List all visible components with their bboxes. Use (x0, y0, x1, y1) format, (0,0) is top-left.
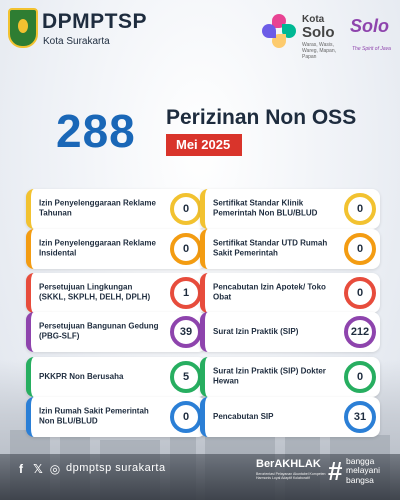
period-badge: Mei 2025 (166, 134, 242, 156)
permit-card-count: 0 (344, 193, 376, 225)
permit-card-count: 31 (344, 401, 376, 433)
permit-card-label: Persetujuan Lingkungan (SKKL, SKPLH, DEL… (39, 282, 151, 302)
facebook-icon[interactable]: f (19, 462, 23, 476)
berakhlak-tagline: Berorientasi Pelayanan Akuntabel Kompete… (256, 472, 326, 480)
permit-card: Izin Penyelenggaraan Reklame Insidental 0 (26, 229, 206, 269)
permit-card: PKKPR Non Berusaha 5 (26, 357, 206, 397)
permit-card: Surat Izin Praktik (SIP) Dokter Hewan 0 (200, 357, 380, 397)
footer-bar (0, 454, 400, 500)
bangga-line-2: melayani (346, 465, 381, 476)
permit-card-label: Izin Penyelenggaraan Reklame Insidental (39, 238, 156, 258)
bangga-melayani-bangsa-logo: bangga melayani bangsa (346, 456, 381, 485)
permit-card-count: 212 (344, 316, 376, 348)
permit-card: Izin Penyelenggaraan Reklame Tahunan 0 (26, 189, 206, 229)
permit-card: Sertifikat Standar UTD Rumah Sakit Pemer… (200, 229, 380, 269)
permit-card-count: 0 (170, 233, 202, 265)
bangga-line-1: bangga (346, 456, 375, 466)
total-count: 288 (56, 105, 136, 157)
permit-card-count: 0 (344, 233, 376, 265)
kota-label: Kota (302, 14, 325, 25)
bangga-hash-icon: # (328, 456, 343, 486)
permit-card-count: 5 (170, 361, 202, 393)
solo-script-logo: Solo (350, 16, 389, 36)
permit-card: Persetujuan Lingkungan (SKKL, SKPLH, DEL… (26, 273, 206, 313)
permit-card-label: Sertifikat Standar UTD Rumah Sakit Pemer… (213, 238, 328, 258)
permit-card-label: PKKPR Non Berusaha (39, 371, 124, 381)
social-handle[interactable]: dpmptsp surakarta (66, 462, 166, 474)
permit-card: Pencabutan Izin Apotek/ Toko Obat 0 (200, 273, 380, 313)
kota-solo-tagline: Waras, Wasis, Wareg, Mapan, Papan (302, 42, 336, 60)
permit-card: Izin Rumah Sakit Pemerintah Non BLU/BLUD… (26, 397, 206, 437)
x-icon[interactable]: 𝕏 (33, 462, 43, 476)
permit-card-label: Izin Rumah Sakit Pemerintah Non BLU/BLUD (39, 406, 149, 426)
surakarta-seal-logo (8, 8, 38, 48)
permit-card-label: Sertifikat Standar Klinik Pemerintah Non… (213, 198, 318, 218)
page-title: Perizinan Non OSS (166, 106, 357, 129)
instagram-icon[interactable]: ◎ (49, 462, 61, 476)
permit-card-count: 0 (344, 277, 376, 309)
permit-card-label: Persetujuan Bangunan Gedung (PBG-SLF) (39, 321, 159, 341)
permit-card-count: 39 (170, 316, 202, 348)
permit-card-label: Surat Izin Praktik (SIP) Dokter Hewan (213, 366, 326, 386)
brand-subtitle: Kota Surakarta (43, 36, 110, 47)
spirit-of-java-tagline: The Spirit of Java (352, 46, 391, 52)
permit-card: Persetujuan Bangunan Gedung (PBG-SLF) 39 (26, 312, 206, 352)
permit-card-label: Izin Penyelenggaraan Reklame Tahunan (39, 198, 156, 218)
permit-card-label: Pencabutan SIP (213, 411, 274, 421)
permit-card: Sertifikat Standar Klinik Pemerintah Non… (200, 189, 380, 229)
permit-card-label: Surat Izin Praktik (SIP) (213, 326, 299, 336)
bangga-line-3: bangsa (346, 474, 374, 485)
permit-card-label: Pencabutan Izin Apotek/ Toko Obat (213, 282, 326, 302)
permit-card: Pencabutan SIP 31 (200, 397, 380, 437)
solo-label: Solo (302, 24, 335, 41)
permit-card: Surat Izin Praktik (SIP) 212 (200, 312, 380, 352)
berakhlak-logo: BerAKHLAK (256, 458, 321, 470)
permit-card-count: 0 (170, 193, 202, 225)
kota-solo-logos: Kota Solo Waras, Wasis, Wareg, Mapan, Pa… (262, 6, 392, 60)
brand-name: DPMPTSP (42, 10, 148, 33)
permit-card-count: 1 (170, 277, 202, 309)
flower-logo-icon (262, 14, 296, 48)
permit-card-count: 0 (170, 401, 202, 433)
permit-card-count: 0 (344, 361, 376, 393)
